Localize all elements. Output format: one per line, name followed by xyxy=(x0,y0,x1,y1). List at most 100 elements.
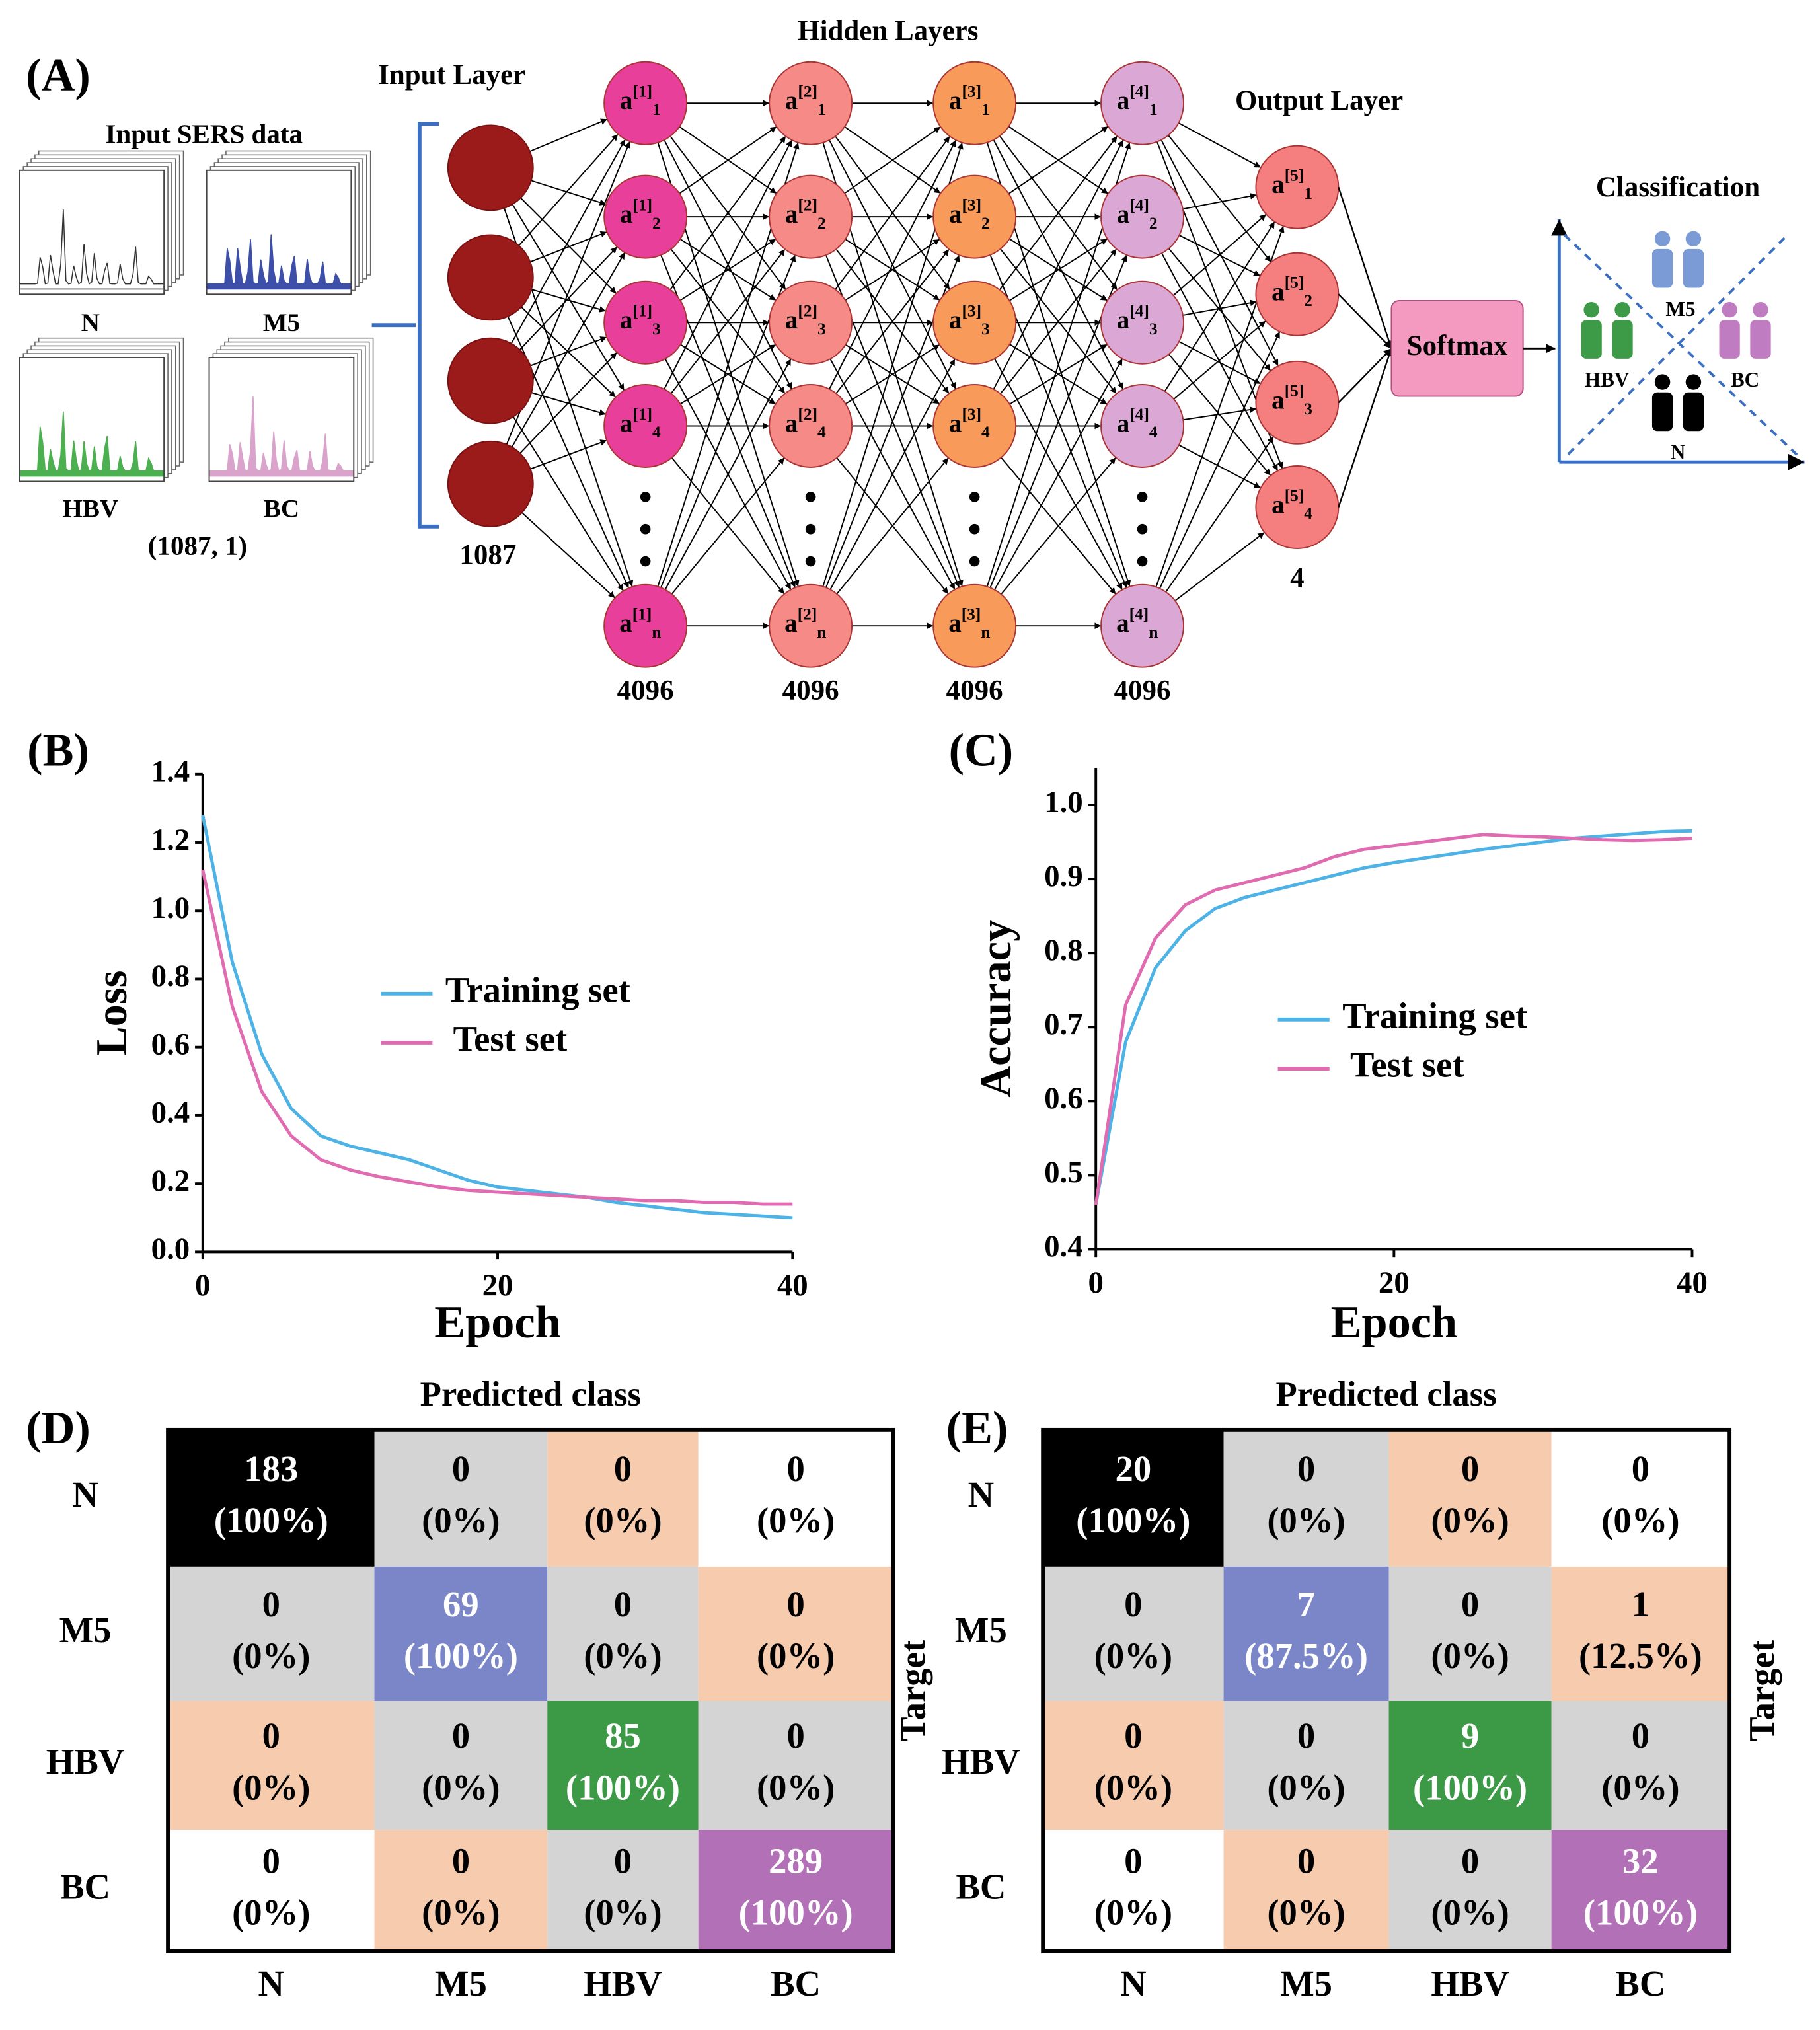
cell-percent: (0%) xyxy=(1267,1893,1345,1933)
matrix-cell xyxy=(168,1830,375,1951)
hidden-neuron xyxy=(769,280,853,365)
hidden-neuron xyxy=(769,61,853,145)
connection xyxy=(1165,436,1275,593)
matrix-side-label: Target xyxy=(1741,1640,1782,1741)
panel-label: (A) xyxy=(26,50,91,101)
matrix-cell xyxy=(698,1566,893,1701)
neuron-subscript: 4 xyxy=(1149,423,1158,441)
x-tick-label: 20 xyxy=(1379,1265,1410,1300)
y-axis-title: Accuracy xyxy=(972,920,1020,1098)
matrix-cell xyxy=(1551,1830,1730,1951)
col-label: M5 xyxy=(1280,1963,1332,2004)
cell-count: 0 xyxy=(1461,1448,1479,1489)
neuron-subscript: 2 xyxy=(981,214,990,233)
hidden-neuron xyxy=(769,583,853,668)
connection xyxy=(1001,457,1117,595)
cell-count: 0 xyxy=(1461,1841,1479,1881)
cell-percent: (0%) xyxy=(232,1893,310,1933)
neuron-subscript: 3 xyxy=(817,320,826,338)
neuron-superscript: [5] xyxy=(1285,166,1305,184)
input-neuron xyxy=(447,234,534,321)
x-tick-label: 40 xyxy=(777,1268,808,1302)
matrix-cell xyxy=(374,1830,548,1951)
matrix-cell xyxy=(698,1700,893,1830)
cell-percent: (0%) xyxy=(1094,1767,1172,1807)
hidden-units: 4096 xyxy=(782,675,839,706)
matrix-cell xyxy=(547,1830,699,1951)
cell-percent: (0%) xyxy=(1601,1500,1679,1540)
matrix-cell xyxy=(1043,1830,1224,1951)
neuron-label: a[2]n xyxy=(784,605,826,641)
cell-count: 32 xyxy=(1622,1841,1659,1881)
cell-percent: (0%) xyxy=(1431,1635,1509,1676)
cell-percent: (0%) xyxy=(757,1767,835,1807)
neuron-superscript: [5] xyxy=(1285,486,1305,505)
neuron-subscript: 4 xyxy=(1304,504,1312,523)
y-tick-label: 0.2 xyxy=(151,1164,190,1198)
class-divider xyxy=(1567,234,1789,455)
connection xyxy=(1173,320,1266,400)
neuron-label: a[3]2 xyxy=(949,196,990,232)
neuron-label: a[5]2 xyxy=(1271,273,1312,309)
neuron-superscript: [3] xyxy=(962,301,981,320)
connection xyxy=(510,139,626,346)
matrix-cell xyxy=(1388,1429,1552,1567)
cell-percent: (0%) xyxy=(232,1767,310,1807)
cell-percent: (100%) xyxy=(1413,1767,1527,1807)
connection xyxy=(1178,122,1262,169)
person-body xyxy=(1651,248,1673,288)
cell-percent: (12.5%) xyxy=(1579,1635,1702,1676)
row-label: BC xyxy=(956,1867,1006,1907)
y-tick-label: 1.0 xyxy=(1044,785,1083,819)
class-name: M5 xyxy=(1665,297,1695,320)
input-bracket xyxy=(417,122,439,529)
spectrum-border xyxy=(19,356,165,482)
class-name: HBV xyxy=(1585,368,1630,391)
softmax-arrow xyxy=(1338,293,1392,350)
neuron-label: a[1]3 xyxy=(620,301,661,338)
neuron-superscript: [4] xyxy=(1129,82,1149,100)
cell-percent: (0%) xyxy=(757,1635,835,1676)
connection xyxy=(529,439,607,470)
neuron-superscript: [3] xyxy=(962,82,981,100)
cell-percent: (0%) xyxy=(422,1893,500,1933)
person-head xyxy=(1654,374,1671,390)
person-head xyxy=(1614,301,1630,318)
neuron-symbol: a xyxy=(1117,409,1130,437)
hidden-title: Hidden Layers xyxy=(798,16,978,47)
hidden-neuron xyxy=(769,384,853,468)
neuron-subscript: 1 xyxy=(652,100,661,119)
hidden-neuron xyxy=(603,61,688,145)
connection xyxy=(1159,331,1281,589)
ellipsis-dot xyxy=(969,492,980,502)
cell-count: 0 xyxy=(1461,1584,1479,1624)
cell-count: 289 xyxy=(769,1841,823,1881)
hidden-units: 4096 xyxy=(1114,675,1171,706)
neuron-superscript: [4] xyxy=(1129,605,1149,623)
neuron-label: a[4]n xyxy=(1116,605,1158,641)
cell-count: 0 xyxy=(786,1584,804,1624)
y-tick-label: 1.0 xyxy=(151,891,190,925)
connection xyxy=(999,248,1118,395)
class-name: BC xyxy=(1731,368,1759,391)
connection xyxy=(993,139,1124,390)
connection xyxy=(512,415,625,591)
neuron-superscript: [2] xyxy=(798,405,817,424)
neuron-label: a[5]3 xyxy=(1271,382,1312,418)
matrix-border xyxy=(1041,1427,1732,1953)
y-tick-label: 0.8 xyxy=(151,959,190,993)
hidden-neuron xyxy=(1100,384,1185,468)
connection xyxy=(1009,344,1108,405)
neuron-subscript: 4 xyxy=(652,423,661,441)
neuron-symbol: a xyxy=(1117,306,1130,334)
connection xyxy=(510,252,626,449)
matrix-cell xyxy=(1223,1700,1389,1830)
y-tick-label: 0.6 xyxy=(1044,1081,1083,1115)
panel-label: (C) xyxy=(949,725,1014,776)
matrix-cell xyxy=(1223,1830,1389,1951)
cell-percent: (100%) xyxy=(214,1500,328,1540)
cell-percent: (0%) xyxy=(1431,1500,1509,1540)
neuron-subscript: 4 xyxy=(817,423,826,441)
ellipsis-dot xyxy=(640,492,651,502)
legend-label: Training set xyxy=(445,969,630,1010)
